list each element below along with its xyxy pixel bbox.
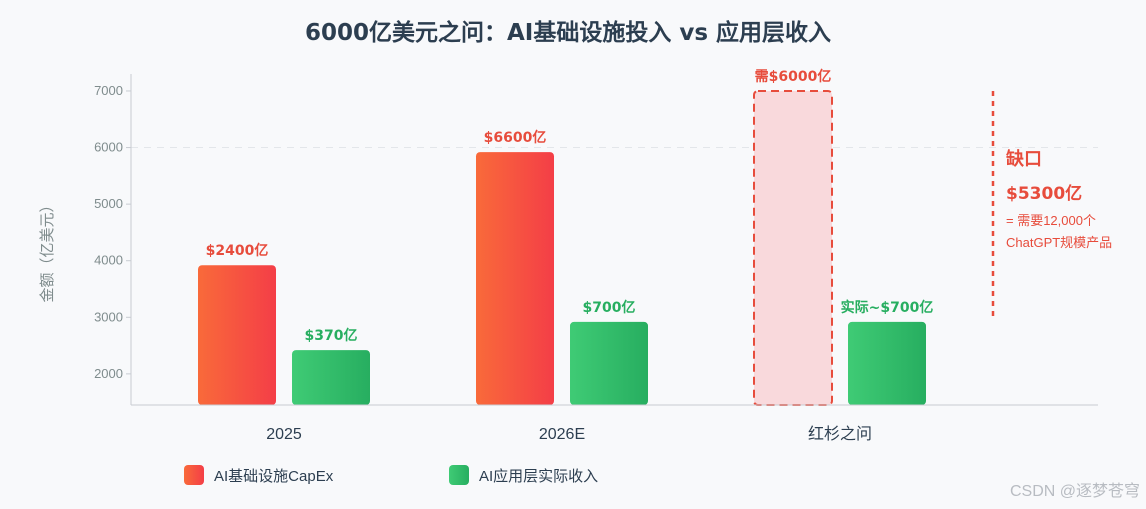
gap-note-line1: = 需要12,000个 [1006, 213, 1096, 228]
bar-capex [198, 265, 276, 405]
x-tick-label: 红杉之问 [808, 425, 872, 443]
data-label-revenue: 实际~$700亿 [841, 299, 934, 316]
x-tick-label: 2025 [266, 426, 302, 443]
legend-label-capex: AI基础设施CapEx [214, 468, 334, 485]
data-label-capex: 需$6000亿 [755, 68, 832, 85]
y-tick-label: 5000 [94, 196, 123, 211]
data-label-revenue: $370亿 [305, 327, 358, 344]
bar-revenue [292, 350, 370, 405]
legend-swatch-revenue [449, 465, 469, 485]
legend-label-revenue: AI应用层实际收入 [479, 467, 598, 485]
gap-title: 缺口 [1005, 148, 1042, 170]
legend-item-revenue: AI应用层实际收入 [449, 465, 598, 485]
y-tick-label: 6000 [94, 140, 123, 155]
bar-revenue [570, 321, 648, 405]
x-tick-label: 2026E [539, 426, 585, 443]
legend-item-capex: AI基础设施CapEx [184, 465, 334, 485]
bar-revenue [848, 321, 926, 405]
watermark: CSDN @逐梦苍穹 [1010, 482, 1140, 500]
data-label-capex: $6600亿 [484, 129, 547, 146]
y-tick-label: 3000 [94, 309, 123, 324]
legend-swatch-capex [184, 465, 204, 485]
gap-note-line2: ChatGPT规模产品 [1006, 235, 1112, 250]
gap-value: $5300亿 [1006, 183, 1082, 204]
legend: AI基础设施CapEx AI应用层实际收入 [184, 465, 598, 485]
bar-capex [476, 152, 554, 405]
bar-capex [753, 89, 833, 406]
chart-title: 6000亿美元之问：AI基础设施投入 vs 应用层收入 [305, 19, 831, 46]
y-tick-label: 4000 [94, 253, 123, 268]
y-tick-label: 2000 [94, 366, 123, 381]
data-label-revenue: $700亿 [583, 299, 636, 316]
y-tick-label: 7000 [94, 83, 123, 98]
y-axis-label: 金额（亿美元） [39, 197, 56, 302]
data-label-capex: $2400亿 [206, 242, 269, 259]
gap-annotation: 缺口 $5300亿 = 需要12,000个 ChatGPT规模产品 [991, 90, 1112, 318]
